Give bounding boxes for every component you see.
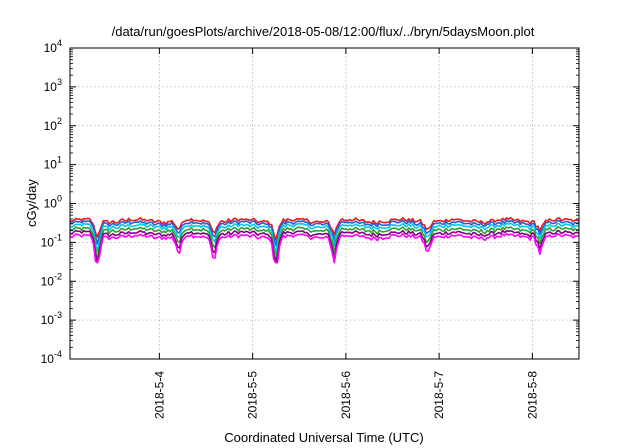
y-tick-label: 10-4 [41, 349, 62, 366]
y-tick-label: 101 [44, 155, 62, 172]
y-tick-label: 102 [44, 116, 62, 133]
x-axis: 2018-5-4 2018-5-5 2018-5-6 2018-5-7 2018-5-8 [152, 48, 539, 419]
series-line-6 [69, 232, 580, 264]
series-line-3 [69, 222, 580, 256]
chart-title: /data/run/goesPlots/archive/2018-05-08/1… [112, 24, 535, 39]
x-tick-label: 2018-5-6 [339, 371, 353, 419]
x-tick-label: 2018-5-4 [152, 371, 166, 419]
x-tick-label: 2018-5-8 [525, 371, 539, 419]
series-group [69, 216, 580, 264]
y-tick-label: 10-3 [41, 310, 62, 327]
y-tick-label: 103 [44, 77, 62, 94]
y-axis: 10-4 10-3 10-2 10-1 100 101 102 103 104 [41, 38, 579, 366]
series-line-1 [69, 216, 580, 241]
series-line-5 [69, 229, 580, 264]
y-tick-label: 104 [44, 38, 62, 55]
grid [70, 48, 579, 359]
x-axis-label: Coordinated Universal Time (UTC) [224, 430, 423, 445]
y-axis-label: cGy/day [24, 179, 39, 227]
series-line-2 [69, 219, 580, 247]
y-tick-label: 10-1 [41, 232, 62, 249]
x-tick-label: 2018-5-7 [432, 371, 446, 419]
y-tick-label: 10-2 [41, 271, 62, 288]
y-tick-label: 100 [44, 194, 62, 211]
x-tick-label: 2018-5-5 [246, 371, 260, 419]
series-line-4 [69, 226, 580, 264]
